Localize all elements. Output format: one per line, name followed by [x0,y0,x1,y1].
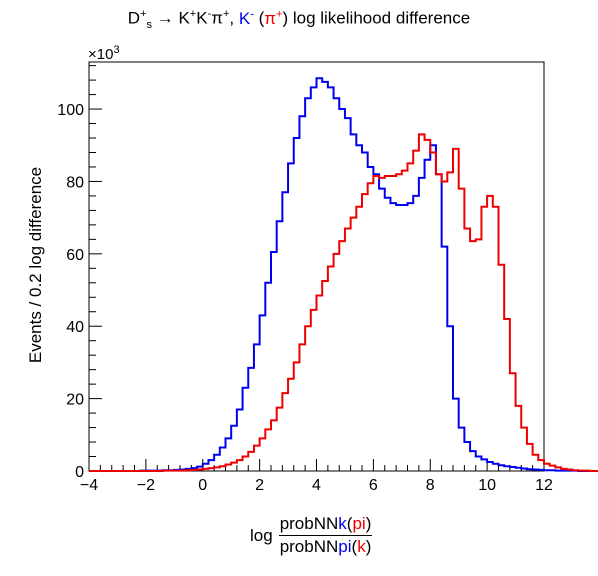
y-tick-label: 100 [57,102,84,119]
title-piplus: π+ [264,8,283,28]
x-tick-label: 0 [198,477,207,494]
series-kminus-histogram [89,77,598,472]
x-tick-label: −2 [137,477,155,494]
y-tick-label: 80 [66,174,84,191]
y-tick-label: 20 [66,392,84,409]
y-tick-label: 60 [66,247,84,264]
x-tick-label: 10 [478,477,496,494]
x-axis-fraction: probNNk(pi) probNNpi(k) [278,514,373,556]
x-tick-label: 2 [255,477,264,494]
x-tick-label: −4 [80,477,98,494]
axis-ticks: −4 −2 0 2 4 6 8 10 12 0 20 40 60 80 100 [57,65,553,494]
x-axis-label: log probNNk(pi) probNNpi(k) [250,514,373,556]
series-piplus-histogram [89,133,598,472]
series-lines [89,77,598,472]
chart-title: D+s → K+K-π+, K- (π+) log likelihood dif… [127,8,471,32]
y-tick-label: 0 [75,464,84,481]
y-multiplier: ×103 [88,44,120,63]
x-tick-label: 12 [535,477,553,494]
x-tick-label: 6 [369,477,378,494]
y-tick-label: 40 [66,319,84,336]
plot-frame [88,61,545,472]
x-tick-label: 4 [312,477,321,494]
x-tick-label: 8 [426,477,435,494]
title-kminus: K- [238,8,254,28]
